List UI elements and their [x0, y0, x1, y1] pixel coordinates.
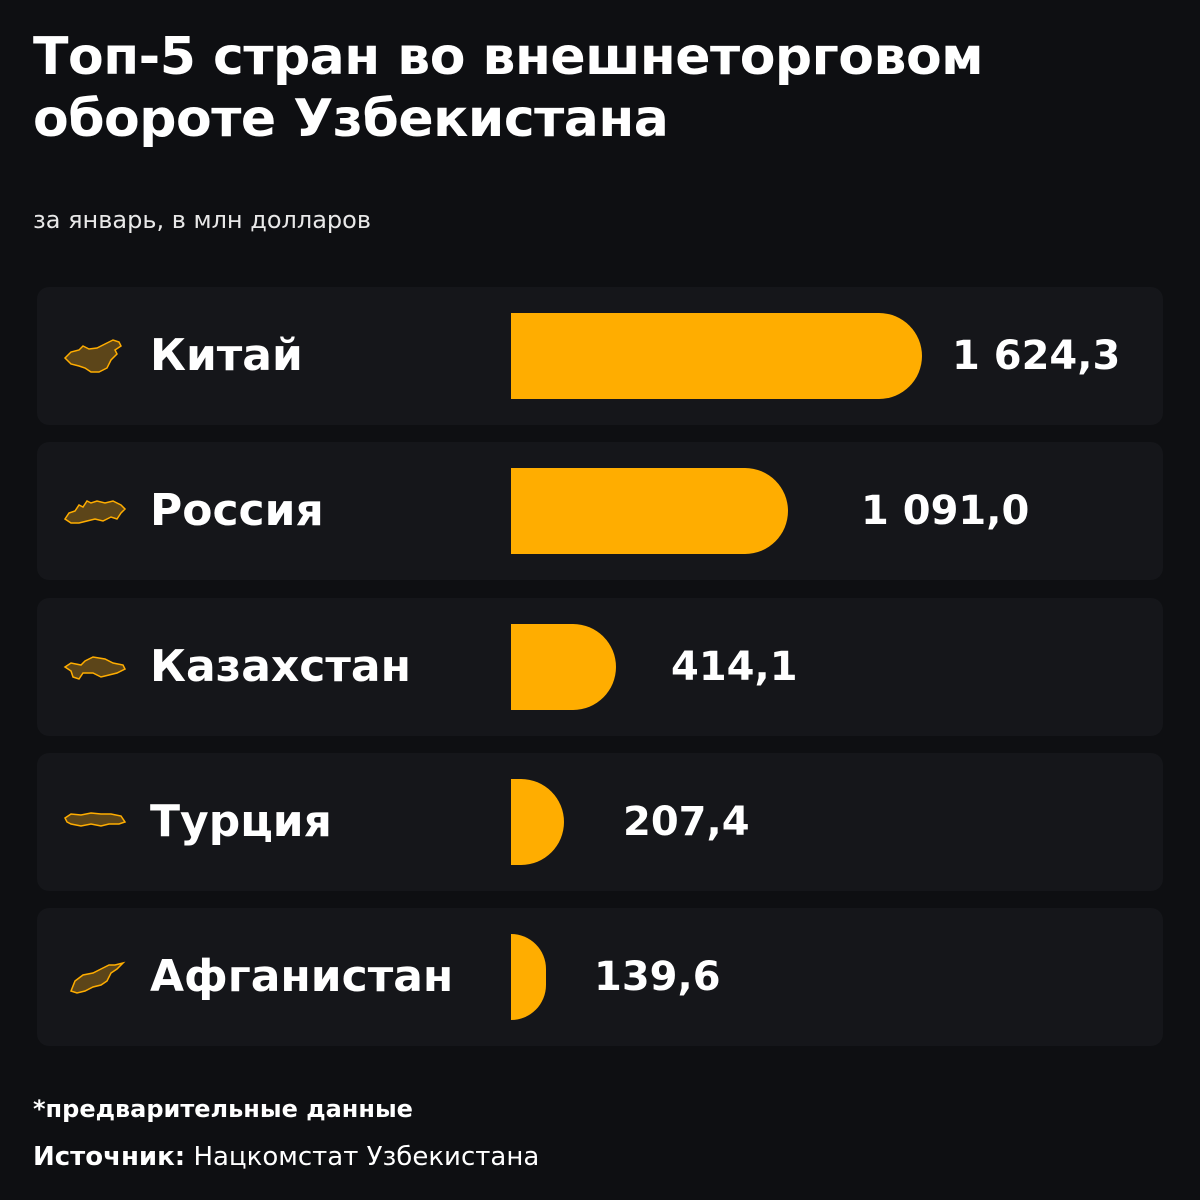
country-label: Россия — [150, 485, 324, 537]
chart-row: Китай 1 624,3 — [37, 287, 1163, 425]
kazakhstan-map-icon — [63, 655, 127, 680]
value-bar — [511, 468, 788, 555]
page-title: Топ-5 стран во внешнеторговом обороте Уз… — [33, 27, 984, 149]
country-label: Афганистан — [150, 951, 454, 1003]
value-bar — [511, 623, 616, 710]
chart-row: Россия 1 091,0 — [37, 442, 1163, 581]
country-label: Казахстан — [150, 640, 411, 692]
value-label: 207,4 — [623, 798, 750, 845]
turkey-map-icon — [64, 812, 127, 827]
value-bar — [511, 934, 546, 1021]
source-value: Нацкомстат Узбекистана — [185, 1142, 540, 1172]
chart-row: Казахстан 414,1 — [37, 597, 1163, 736]
value-label: 1 624,3 — [952, 333, 1121, 379]
value-bar — [511, 778, 564, 865]
subtitle: за январь, в млн долларов — [33, 206, 371, 234]
value-label: 1 091,0 — [861, 488, 1030, 535]
country-label: Турция — [150, 795, 332, 847]
chart-row: Афганистан 139,6 — [37, 908, 1163, 1047]
chart-row: Турция 207,4 — [37, 752, 1163, 891]
afghanistan-map-icon — [70, 961, 126, 994]
source-line: Источник: Нацкомстат Узбекистана — [33, 1142, 539, 1172]
russia-map-icon — [63, 500, 127, 525]
value-label: 139,6 — [594, 954, 721, 1001]
footnote: *предварительные данные — [33, 1095, 413, 1123]
china-map-icon — [63, 339, 122, 373]
value-bar — [511, 313, 922, 399]
source-label: Источник: — [33, 1142, 186, 1172]
value-label: 414,1 — [671, 643, 798, 690]
country-label: Китай — [150, 330, 303, 381]
